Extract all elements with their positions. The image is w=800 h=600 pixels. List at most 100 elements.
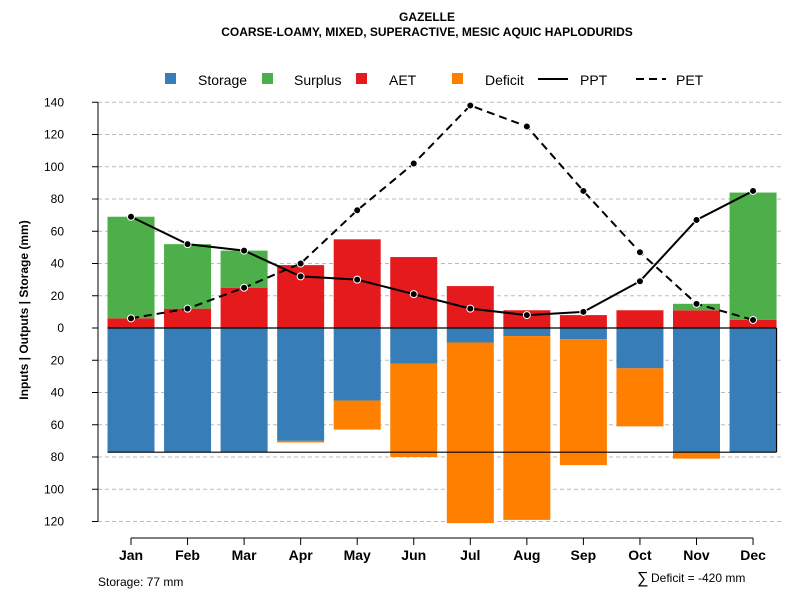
y-tick-label: 80	[51, 450, 65, 464]
legend-label-storage: Storage	[198, 72, 247, 88]
ppt-point	[522, 311, 531, 320]
legend-label-surplus: Surplus	[294, 72, 341, 88]
axes: 140 120 100 80 60 40 20 0 20 40 60 80 100 120 Jan Feb Ma…	[44, 95, 778, 563]
storage-note: Storage: 77 mm	[98, 575, 183, 589]
legend-label-aet: AET	[389, 72, 417, 88]
y-tick-label: 60	[51, 224, 65, 238]
pet-point	[296, 259, 305, 268]
storage-bar	[446, 328, 494, 343]
y-tick-label: 20	[51, 353, 65, 367]
pet-point	[635, 248, 644, 257]
surplus-bar	[164, 244, 212, 309]
ppt-point	[466, 304, 475, 313]
y-tick-label: 40	[51, 386, 65, 400]
chart-legend: Storage Surplus AET Deficit PPT PET	[165, 72, 704, 88]
deficit-bar	[333, 400, 381, 430]
surplus-bar	[729, 192, 777, 320]
deficit-bar	[559, 339, 607, 466]
ppt-point	[579, 307, 588, 316]
deficit-bar	[446, 342, 494, 524]
storage-bar	[559, 328, 607, 340]
pet-point	[749, 315, 758, 324]
x-tick-label: Dec	[740, 547, 766, 563]
y-tick-label: 40	[51, 257, 65, 271]
x-tick-label: Sep	[571, 547, 597, 563]
y-tick-label: 80	[51, 192, 65, 206]
legend-swatch-deficit	[452, 73, 463, 84]
deficit-bar	[616, 368, 664, 427]
ppt-point	[635, 277, 644, 286]
y-tick-label: 100	[44, 160, 64, 174]
x-tick-label: Jul	[460, 547, 480, 563]
storage-bar	[220, 328, 268, 453]
deficit-bar	[277, 440, 325, 443]
x-tick-label: Nov	[683, 547, 710, 563]
y-tick-label: 120	[44, 515, 64, 529]
pet-line	[130, 104, 754, 321]
aet-bar	[559, 315, 607, 328]
y-tick-label: 0	[57, 321, 64, 335]
legend-label-ppt: PPT	[580, 72, 608, 88]
surplus-bar	[220, 250, 268, 288]
aet-bar	[220, 287, 268, 328]
y-tick-label: 100	[44, 482, 64, 496]
aet-bar	[164, 308, 212, 328]
ppt-point	[749, 186, 758, 195]
x-tick-label: Feb	[175, 547, 200, 563]
pet-point	[409, 159, 418, 168]
pet-point	[692, 299, 701, 308]
deficit-bar	[673, 452, 720, 459]
storage-bar	[616, 328, 664, 369]
aet-bar	[673, 310, 720, 328]
legend-swatch-aet	[356, 73, 367, 84]
pet-point	[240, 283, 249, 292]
line-series	[127, 101, 758, 324]
storage-bar	[333, 328, 381, 401]
storage-bar	[390, 328, 438, 364]
storage-bar	[673, 328, 720, 453]
legend-swatch-surplus	[262, 73, 273, 84]
storage-bar	[277, 328, 325, 441]
pet-point	[127, 314, 135, 323]
ppt-line	[130, 190, 754, 317]
pet-point	[522, 122, 531, 131]
x-tick-label: Aug	[513, 547, 540, 563]
ppt-point	[353, 275, 362, 284]
storage-bar	[107, 328, 155, 453]
x-tick-label: Mar	[232, 547, 257, 563]
legend-swatch-storage	[165, 73, 176, 84]
legend-label-pet: PET	[676, 72, 704, 88]
ppt-point	[296, 272, 305, 281]
grid-lines	[98, 101, 782, 522]
y-tick-label: 140	[44, 95, 64, 109]
surplus-bar	[107, 216, 155, 319]
ppt-point	[240, 246, 249, 255]
y-tick-label: 60	[51, 418, 65, 432]
aet-bar	[107, 318, 155, 328]
x-tick-label: Jun	[401, 547, 426, 563]
ppt-point	[692, 215, 701, 224]
aet-bar	[729, 319, 777, 328]
pet-point	[183, 304, 192, 313]
aet-bar	[616, 310, 664, 328]
x-tick-label: Apr	[289, 547, 314, 563]
storage-bar	[503, 328, 551, 337]
y-tick-label: 120	[44, 128, 64, 142]
deficit-symbol: ∑	[637, 570, 648, 587]
legend-label-deficit: Deficit	[485, 72, 524, 88]
deficit-bar	[503, 336, 551, 520]
x-tick-label: Jan	[119, 547, 143, 563]
storage-bar	[164, 328, 212, 453]
deficit-bar	[390, 363, 438, 457]
chart-subtitle: COARSE-LOAMY, MIXED, SUPERACTIVE, MESIC …	[221, 25, 633, 39]
x-tick-label: May	[344, 547, 371, 563]
ppt-point	[183, 240, 192, 249]
pet-point	[353, 206, 362, 215]
storage-bar	[729, 328, 777, 453]
pet-point	[466, 101, 475, 110]
x-tick-label: Oct	[628, 547, 652, 563]
pet-point	[579, 186, 588, 195]
y-axis-label: Inputs | Outputs | Storage (mm)	[17, 220, 31, 399]
y-tick-label: 20	[51, 289, 65, 303]
